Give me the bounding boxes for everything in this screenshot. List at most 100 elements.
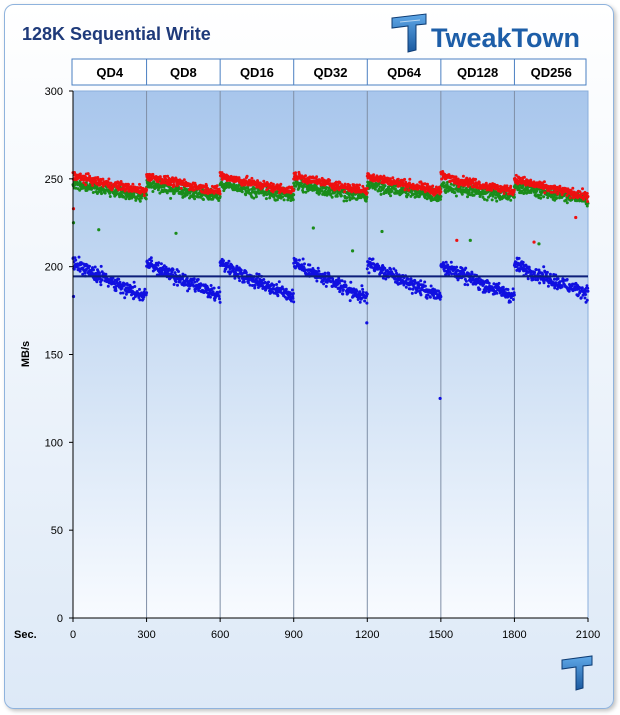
data-point xyxy=(341,288,345,292)
data-point xyxy=(383,184,387,188)
data-point xyxy=(238,279,242,283)
data-point xyxy=(218,189,222,193)
data-point xyxy=(325,186,329,189)
data-point xyxy=(193,289,197,293)
data-point xyxy=(548,272,552,276)
data-point xyxy=(423,182,427,186)
data-point xyxy=(423,190,427,194)
data-point xyxy=(99,264,103,268)
data-point xyxy=(172,184,176,188)
data-point xyxy=(213,298,217,302)
data-point xyxy=(138,182,141,186)
data-point xyxy=(144,197,148,201)
x-tick-label: 1500 xyxy=(429,629,453,641)
data-point xyxy=(470,272,474,276)
section-label-qd4: QD4 xyxy=(96,65,124,80)
data-point xyxy=(304,190,308,194)
section-label-qd8: QD8 xyxy=(170,65,197,80)
data-point xyxy=(182,178,186,182)
data-point xyxy=(150,259,154,263)
data-point xyxy=(117,277,121,281)
data-point xyxy=(323,271,327,275)
data-point xyxy=(407,188,411,192)
data-point xyxy=(511,298,515,301)
x-axis-title: Sec. xyxy=(14,629,37,641)
x-axis-ticks: 0 300 600 900 1200 1500 1800 2100 xyxy=(70,618,600,641)
data-point xyxy=(492,282,496,286)
data-point xyxy=(345,199,349,203)
data-point xyxy=(291,292,295,295)
data-point xyxy=(240,190,244,194)
data-point xyxy=(257,272,261,276)
section-label-qd256: QD256 xyxy=(531,65,572,80)
data-point xyxy=(381,276,385,280)
data-point xyxy=(157,261,161,265)
data-point xyxy=(426,293,430,297)
data-point xyxy=(252,196,256,200)
data-point xyxy=(108,195,112,198)
data-point xyxy=(536,278,540,282)
data-point xyxy=(83,271,87,275)
data-point xyxy=(292,189,296,192)
data-point xyxy=(218,290,222,294)
data-point xyxy=(268,196,272,200)
data-point xyxy=(303,262,306,266)
data-point xyxy=(132,280,136,284)
tweaktown-logo: TweakTown xyxy=(391,13,580,53)
data-point xyxy=(449,260,453,264)
data-point xyxy=(450,272,454,276)
data-point xyxy=(220,180,224,184)
data-point xyxy=(217,286,221,290)
data-point xyxy=(139,196,143,200)
data-point xyxy=(123,296,127,300)
data-point xyxy=(531,278,535,282)
data-point xyxy=(483,197,486,201)
data-point xyxy=(91,183,95,187)
data-point xyxy=(358,290,362,294)
outlier-point xyxy=(174,231,178,235)
data-point xyxy=(98,271,101,275)
data-point xyxy=(254,192,258,196)
data-point xyxy=(184,283,188,287)
data-point xyxy=(111,276,115,280)
data-point xyxy=(281,195,285,199)
data-point xyxy=(218,195,222,198)
data-point xyxy=(337,276,341,280)
data-point xyxy=(143,287,147,291)
data-point xyxy=(403,177,407,181)
data-point xyxy=(366,180,370,184)
data-point xyxy=(256,286,260,289)
data-point xyxy=(408,177,412,181)
data-point xyxy=(324,284,328,288)
tweaktown-tt-icon xyxy=(391,13,427,53)
data-point xyxy=(119,291,123,295)
plot-area xyxy=(72,90,589,619)
data-point xyxy=(236,272,240,276)
data-point xyxy=(178,280,182,284)
x-tick-label: 0 xyxy=(70,629,76,641)
data-point xyxy=(349,280,353,284)
data-point xyxy=(185,276,189,280)
data-point xyxy=(78,269,82,273)
data-point xyxy=(560,285,564,289)
data-point xyxy=(584,293,588,296)
data-point xyxy=(100,192,103,196)
data-point xyxy=(409,277,413,281)
data-point xyxy=(460,192,464,196)
data-point xyxy=(275,283,279,286)
data-point xyxy=(208,295,212,299)
data-points xyxy=(71,170,590,401)
data-point xyxy=(192,194,196,198)
section-label-qd16: QD16 xyxy=(240,65,274,80)
data-point xyxy=(478,287,482,291)
data-point xyxy=(379,192,383,196)
data-point xyxy=(432,294,435,298)
data-point xyxy=(187,287,191,291)
data-point xyxy=(159,262,163,266)
data-point xyxy=(291,296,295,300)
data-point xyxy=(197,289,201,292)
data-point xyxy=(334,180,338,184)
data-point xyxy=(242,280,246,284)
data-point xyxy=(239,268,243,272)
data-point xyxy=(289,299,293,303)
